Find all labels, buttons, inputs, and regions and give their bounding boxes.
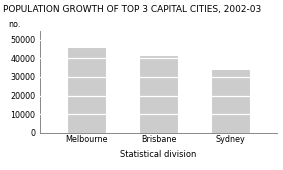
Bar: [139, 55, 178, 133]
Text: no.: no.: [9, 20, 21, 29]
X-axis label: Statistical division: Statistical division: [120, 150, 197, 159]
Text: POPULATION GROWTH OF TOP 3 CAPITAL CITIES, 2002-03: POPULATION GROWTH OF TOP 3 CAPITAL CITIE…: [3, 5, 261, 14]
Bar: [67, 47, 106, 133]
Bar: [211, 69, 250, 133]
